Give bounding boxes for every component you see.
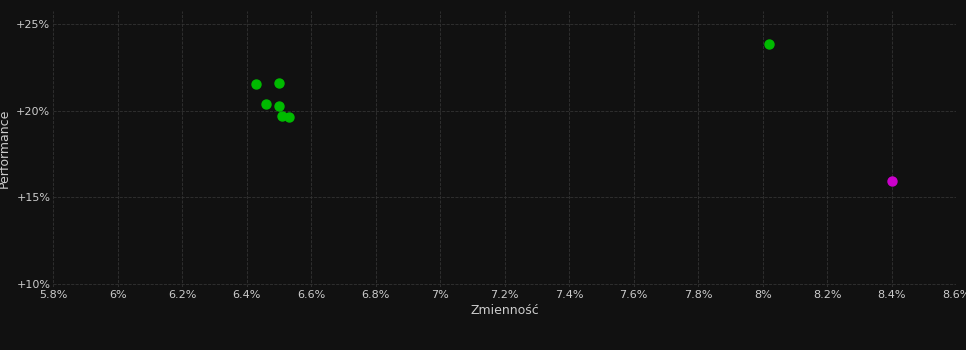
X-axis label: Zmienność: Zmienność <box>470 304 539 317</box>
Point <box>274 113 290 119</box>
Y-axis label: Performance: Performance <box>0 109 11 188</box>
Point <box>258 101 273 107</box>
Point <box>271 103 287 108</box>
Point <box>281 114 297 120</box>
Point <box>271 80 287 86</box>
Point <box>761 41 777 47</box>
Point <box>248 81 264 87</box>
Point <box>884 178 899 183</box>
